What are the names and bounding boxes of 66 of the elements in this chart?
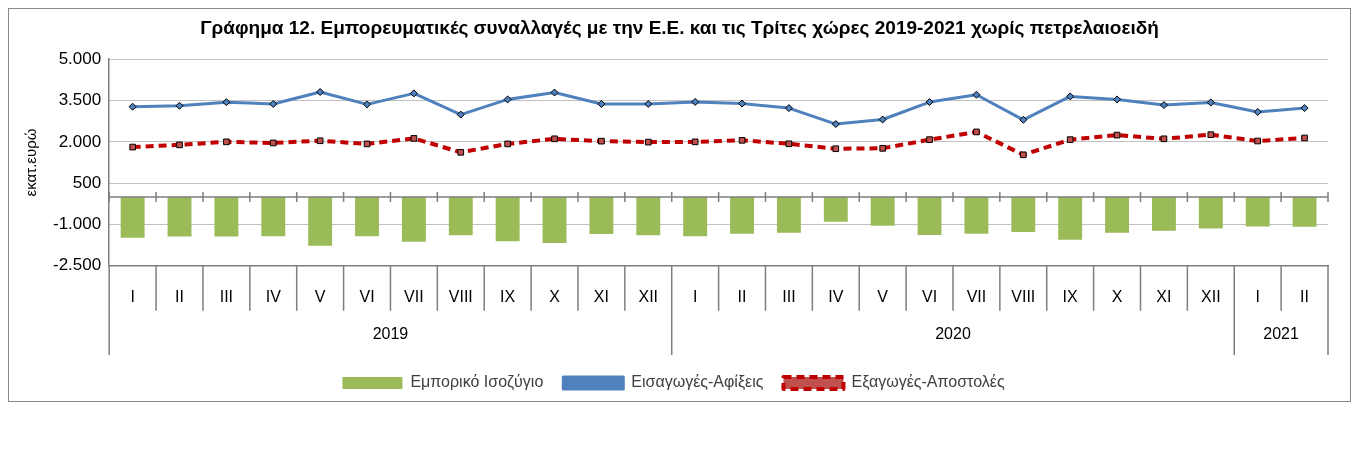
x-tick-label: VI: [921, 287, 938, 305]
x-tick-label: II: [1300, 287, 1310, 305]
point: [1113, 95, 1122, 104]
point: [363, 100, 372, 109]
x-tick-label: III: [782, 287, 796, 305]
legend-label: Εμπορικό Ισοζύγιο: [410, 373, 544, 392]
x-tick-label: VII: [404, 287, 424, 305]
point: [738, 99, 747, 108]
x-tick-label: II: [737, 287, 747, 305]
x-tick-label: I: [1255, 287, 1260, 305]
x-tick-label: IX: [1062, 287, 1079, 305]
y-tick-label: -2.500: [53, 255, 102, 275]
x-tick-label: V: [877, 287, 889, 305]
x-tick-label: VI: [359, 287, 375, 305]
point: [597, 99, 606, 108]
x-tick-label: I: [130, 287, 135, 305]
point: [878, 115, 887, 124]
x-tick-label: IX: [500, 287, 516, 305]
point: [409, 89, 418, 98]
legend-label: Εξαγωγές-Αποστολές: [851, 373, 1005, 392]
point: [456, 110, 465, 119]
x-tick-label: I: [692, 287, 698, 305]
x-tick-label: XI: [593, 287, 609, 305]
x-tick-label: XII: [1201, 287, 1221, 305]
chart-title: Γράφημα 12. Εμπορευματικές συναλλαγές με την Ε.Ε. και τις Τρίτες χώρες 2019-2021 χωρίς πετρελαιοειδή: [199, 16, 1160, 40]
point: [128, 102, 137, 111]
point: [1253, 107, 1262, 116]
point: [269, 99, 278, 108]
x-tick-label: VIII: [1011, 287, 1036, 305]
y-tick-label: -1.000: [53, 214, 102, 234]
point: [1300, 104, 1309, 113]
y-tick-label: 3.500: [58, 90, 102, 110]
point: [1066, 92, 1075, 101]
point: [175, 101, 184, 110]
point: [972, 90, 981, 99]
point: [784, 104, 793, 113]
point: [222, 98, 231, 107]
x-tick-label: VII: [966, 287, 987, 305]
point: [503, 95, 512, 104]
y-tick-label: 2.000: [58, 131, 102, 151]
point: [550, 88, 559, 97]
point: [925, 98, 934, 107]
y-axis-title: εκατ.ευρώ: [22, 128, 40, 197]
point: [644, 99, 653, 108]
x-tick-label: VIII: [448, 287, 473, 305]
x-tick-label: XII: [638, 287, 659, 305]
x-tick-label: V: [314, 287, 326, 305]
x-tick-label: II: [175, 287, 184, 305]
text: 2020: [935, 325, 971, 343]
x-tick-label: X: [1111, 287, 1123, 305]
text: 2019: [372, 325, 409, 343]
y-tick-label: 5.000: [58, 48, 102, 68]
x-tick-label: IV: [828, 287, 844, 305]
point: [316, 87, 325, 96]
y-tick-label: 500: [72, 172, 102, 192]
point: [831, 120, 840, 129]
x-tick-label: IV: [265, 287, 282, 305]
point: [1206, 98, 1215, 107]
point: [691, 97, 700, 106]
x-tick-label: XI: [1156, 287, 1172, 305]
x-tick-label: III: [219, 287, 234, 305]
text: 2021: [1263, 325, 1300, 343]
point: [1159, 101, 1168, 110]
legend-label: Εισαγωγές-Αφίξεις: [631, 373, 764, 392]
point: [1019, 115, 1028, 124]
x-tick-label: X: [549, 287, 561, 305]
